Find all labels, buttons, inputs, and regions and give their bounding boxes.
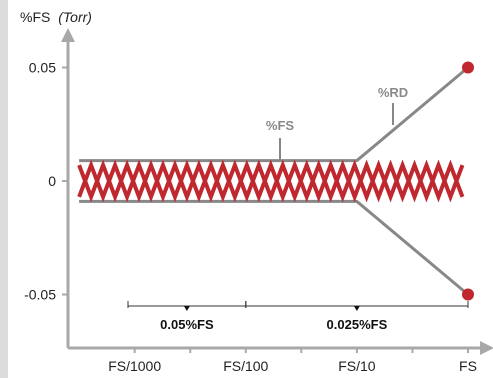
range-marker (353, 306, 360, 311)
y-axis-title-main: %FS (20, 9, 50, 25)
endpoint-marker (462, 61, 474, 74)
x-tick-label: FS/100 (223, 358, 268, 374)
measurement-trace (77, 159, 465, 203)
endpoint-marker (462, 288, 474, 301)
x-tick-label: FS/1000 (108, 358, 161, 374)
x-axis-arrow (480, 341, 493, 355)
x-tick-label: FS (459, 358, 477, 374)
annotation-label: %RD (378, 85, 408, 100)
y-axis-title-unit: (Torr) (58, 9, 92, 25)
y-tick-label: 0.05 (29, 60, 56, 76)
x-tick-label: FS/10 (338, 358, 376, 374)
annotation-label: %FS (266, 118, 295, 133)
chart-container: %FS (Torr) 0.05 0 -0.05 FS/1000 FS/100 FS/10… (8, 0, 493, 378)
y-axis-title: %FS (Torr) (20, 9, 92, 25)
limit-line-lower-limit (79, 199, 469, 296)
limit-line-upper-limit (79, 66, 469, 163)
y-axis-arrow (61, 28, 75, 42)
accuracy-chart: %FS (Torr) 0.05 0 -0.05 FS/1000 FS/100 FS/10… (20, 9, 493, 374)
y-tick-label: 0 (48, 173, 56, 189)
y-tick-label: -0.05 (24, 287, 56, 303)
range-marker (183, 306, 190, 311)
measurement-trace (77, 159, 465, 203)
range-label: 0.025%FS (327, 317, 388, 332)
range-label: 0.05%FS (160, 317, 214, 332)
